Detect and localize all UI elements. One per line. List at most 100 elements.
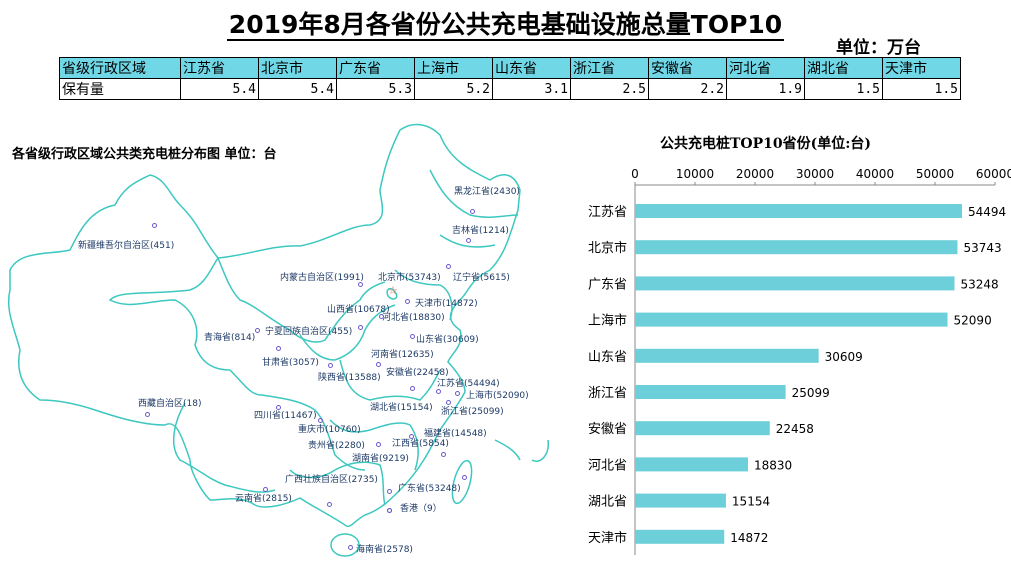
map-dot <box>358 282 363 287</box>
map-label: 新疆维吾尔自治区(451) <box>78 241 175 251</box>
unit-label: 单位：万台 <box>836 38 921 58</box>
header-province: 浙江省 <box>570 57 649 79</box>
province-border <box>329 419 420 471</box>
table-header-row: 省级行政区域 江苏省 北京市 广东省 上海市 山东省 浙江省 安徽省 河北省 湖北省 天津市 <box>59 57 961 79</box>
map-dot <box>470 209 475 214</box>
category-label: 广东省 <box>588 277 627 292</box>
map-dot <box>410 334 415 339</box>
map-dot <box>379 314 384 319</box>
category-label: 天津市 <box>588 530 627 546</box>
country-outline <box>8 123 521 527</box>
header-province: 安徽省 <box>648 57 727 79</box>
map-dot <box>152 223 157 228</box>
map-label: 四川省(11467) <box>254 411 317 421</box>
map-label: 江西省(5854) <box>392 439 449 449</box>
header-province: 江苏省 <box>180 57 259 79</box>
map-dot <box>328 363 333 368</box>
value-cell: 1.5 <box>882 78 961 100</box>
value-cell: 1.5 <box>804 78 883 100</box>
map-dot <box>358 325 363 330</box>
province-border <box>429 169 519 218</box>
map-dot <box>318 418 323 423</box>
data-label: 52090 <box>954 314 992 328</box>
top10-table: 省级行政区域 江苏省 北京市 广东省 上海市 山东省 浙江省 安徽省 河北省 湖北省 天津市 保有… <box>59 57 961 100</box>
data-label: 53743 <box>963 241 1001 255</box>
value-cell: 5.4 <box>180 78 259 100</box>
map-label: 吉林省(1214) <box>452 226 509 236</box>
map-dot <box>327 502 332 507</box>
bar <box>635 385 786 399</box>
data-label: 25099 <box>792 386 830 400</box>
map-label: 山东省(30609) <box>416 335 479 345</box>
map-dot <box>376 442 381 447</box>
value-cell: 2.5 <box>570 78 649 100</box>
province-border <box>386 287 398 300</box>
china-map: ☆ <box>8 123 549 557</box>
taiwan-outline <box>451 459 473 505</box>
header-province: 湖北省 <box>804 57 883 79</box>
header-label: 省级行政区域 <box>59 57 181 79</box>
data-label: 15154 <box>732 495 770 509</box>
capital-star-icon: ☆ <box>388 284 398 297</box>
data-label: 22458 <box>776 422 814 436</box>
map-label: 宁夏回族自治区(455) <box>265 327 353 337</box>
x-tick-label: 40000 <box>856 167 894 181</box>
bar <box>635 348 819 363</box>
map-label: 天津市(14872) <box>415 299 478 309</box>
x-tick-label: 0 <box>631 167 639 181</box>
bar <box>635 204 962 218</box>
map-label: 湖北省(15154) <box>370 403 433 413</box>
province-border <box>229 369 366 471</box>
map-label: 香港（9） <box>400 504 442 514</box>
map-label: 山西省(10678) <box>327 305 390 315</box>
map-label: 辽宁省(5615) <box>453 273 510 283</box>
province-border <box>289 461 386 506</box>
map-label: 上海市(52090) <box>466 391 529 401</box>
chart-title: 公共充电桩TOP10省份(单位:台) <box>660 136 872 152</box>
province-border <box>217 257 386 343</box>
map-label: 青海省(814) <box>204 333 256 343</box>
map-label: 内蒙古自治区(1991) <box>280 273 364 283</box>
x-tick-label: 20000 <box>736 167 774 181</box>
category-label: 湖北省 <box>588 495 627 510</box>
province-border <box>172 402 276 493</box>
category-label: 山东省 <box>588 350 627 365</box>
bar <box>635 421 770 436</box>
header-province: 天津市 <box>882 57 961 79</box>
bar <box>635 276 955 291</box>
value-cell: 5.2 <box>414 78 493 100</box>
value-cell: 1.9 <box>726 78 805 100</box>
province-border <box>299 304 396 361</box>
map-dot <box>466 238 471 243</box>
header-province: 北京市 <box>258 57 337 79</box>
bar <box>635 312 948 327</box>
map-label: 黑龙江省(2430) <box>454 187 520 197</box>
bar-chart: 0 10000 20000 30000 40000 50000 60000 江苏省 54494 北… <box>588 167 1011 555</box>
x-tick-label: 50000 <box>916 167 954 181</box>
map-label: 福建省(14548) <box>424 429 487 439</box>
map-label: 广东省(53248) <box>398 484 461 494</box>
map-dot <box>255 328 260 333</box>
value-cell: 5.3 <box>336 78 415 100</box>
category-label: 浙江省 <box>588 386 627 401</box>
map-label: 陕西省(13588) <box>318 373 381 383</box>
map-label: 云南省(2815) <box>235 494 292 504</box>
bar <box>635 529 725 544</box>
value-cell: 5.4 <box>258 78 337 100</box>
province-border <box>439 234 496 248</box>
x-tick-label: 60000 <box>976 167 1011 181</box>
map-label: 甘肃省(3057) <box>262 358 319 368</box>
map-label: 河北省(18830) <box>382 313 445 323</box>
map-dot <box>446 264 451 269</box>
data-label: 30609 <box>825 350 863 364</box>
category-label: 安徽省 <box>588 422 627 437</box>
map-label: 北京市(53743) <box>378 273 441 283</box>
map-label: 广西壮族自治区(2735) <box>285 475 378 485</box>
map-label: 安徽省(22458) <box>386 368 449 378</box>
map-dot <box>410 386 415 391</box>
category-label: 北京市 <box>588 240 627 256</box>
map-title: 各省级行政区域公共类充电桩分布图 单位：台 <box>12 147 277 162</box>
page-title-text: 2019年8月各省份公共充电基础设施总量TOP10 <box>226 10 785 41</box>
bar <box>635 240 958 255</box>
